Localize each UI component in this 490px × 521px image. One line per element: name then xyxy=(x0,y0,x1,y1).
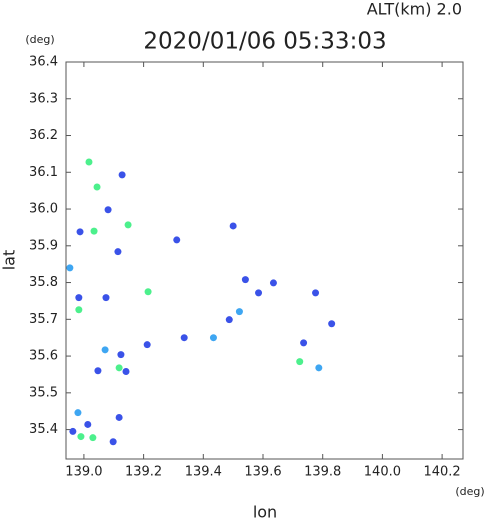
echo-point xyxy=(66,264,74,272)
y-tick-label: 36.4 xyxy=(29,55,58,70)
echo-point xyxy=(296,358,304,366)
y-unit: (deg) xyxy=(25,33,54,46)
echo-point xyxy=(209,334,217,342)
echo-point xyxy=(94,367,102,375)
y-axis-label: lat xyxy=(0,250,19,271)
echo-point xyxy=(143,341,151,349)
echo-point xyxy=(300,339,308,347)
echo-point xyxy=(115,413,123,421)
echo-point xyxy=(84,420,92,428)
echo-point xyxy=(241,276,249,284)
echo-point xyxy=(75,294,83,302)
y-tick-label: 36.0 xyxy=(29,202,58,217)
y-tick-label: 35.5 xyxy=(29,385,58,400)
echo-point xyxy=(328,320,336,328)
echo-point xyxy=(102,294,110,302)
y-tick-label: 36.3 xyxy=(29,91,58,106)
echo-point xyxy=(104,206,112,214)
echo-point xyxy=(76,228,84,236)
echo-point xyxy=(74,409,82,417)
echo-point xyxy=(114,248,122,256)
echo-point xyxy=(225,316,233,324)
echo-point xyxy=(77,433,85,441)
echo-point xyxy=(235,308,243,316)
echo-point xyxy=(93,183,101,191)
chart-title: 2020/01/06 05:33:03 xyxy=(143,29,386,55)
echo-point xyxy=(89,434,97,442)
x-tick-label: 140.0 xyxy=(364,465,401,480)
echo-point xyxy=(109,438,117,446)
x-tick-label: 139.0 xyxy=(65,465,102,480)
echo-point xyxy=(124,221,132,229)
x-axis-label: lon xyxy=(253,503,277,521)
echo-point xyxy=(255,289,263,297)
plot-frame xyxy=(65,61,464,460)
echo-point xyxy=(122,368,130,376)
echo-point xyxy=(315,364,323,372)
echo-point xyxy=(75,306,83,314)
x-tick-label: 139.6 xyxy=(244,465,281,480)
echo-point xyxy=(101,346,109,354)
echo-point xyxy=(229,222,237,230)
echo-point xyxy=(85,158,93,166)
x-tick-label: 139.4 xyxy=(185,465,222,480)
echo-point xyxy=(117,351,125,359)
echo-point xyxy=(173,236,181,244)
echo-point xyxy=(90,227,98,235)
echo-point xyxy=(118,171,126,179)
echo-point xyxy=(115,364,123,372)
echo-point xyxy=(144,288,152,296)
y-tick-label: 35.8 xyxy=(29,275,58,290)
echo-point xyxy=(180,334,188,342)
y-tick-label: 35.7 xyxy=(29,312,58,327)
y-tick-label: 35.9 xyxy=(29,238,58,253)
echo-point xyxy=(312,289,320,297)
echo-point xyxy=(69,427,77,435)
x-unit: (deg) xyxy=(455,485,484,498)
y-tick-label: 36.2 xyxy=(29,128,58,143)
x-tick-label: 140.2 xyxy=(423,465,460,480)
y-tick-label: 35.6 xyxy=(29,349,58,364)
x-tick-label: 139.2 xyxy=(125,465,162,480)
y-tick-label: 35.4 xyxy=(29,422,58,437)
y-tick-label: 36.1 xyxy=(29,165,58,180)
echo-point xyxy=(269,279,277,287)
altitude-label: ALT(km) 2.0 xyxy=(367,0,462,19)
x-tick-label: 139.8 xyxy=(304,465,341,480)
